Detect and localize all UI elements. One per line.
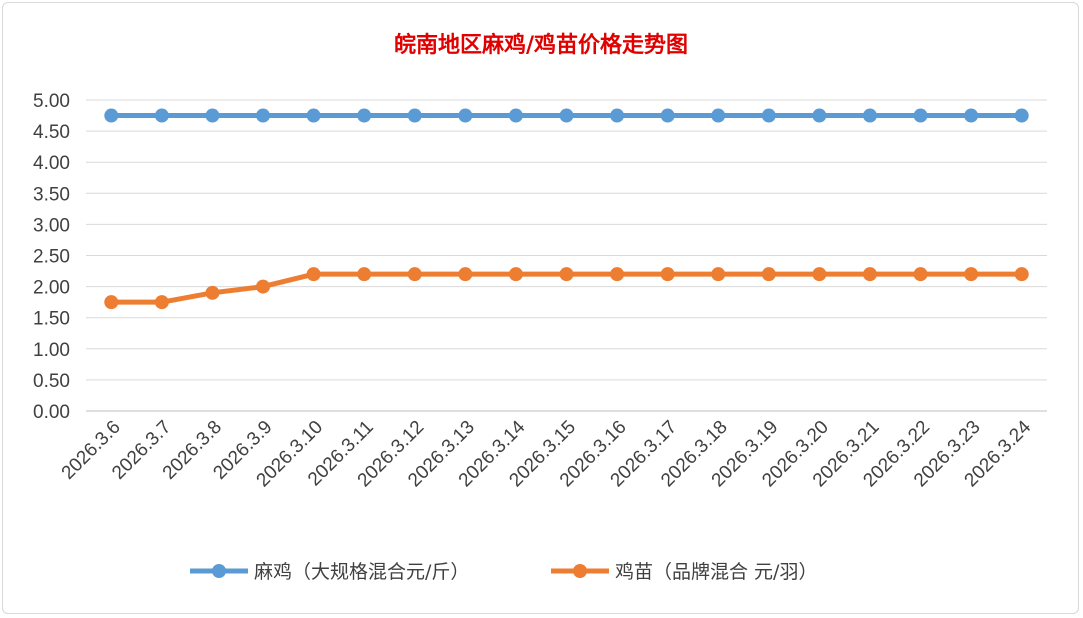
data-point bbox=[205, 108, 220, 123]
data-point bbox=[559, 108, 574, 123]
y-tick-label: 4.50 bbox=[33, 122, 70, 143]
data-point bbox=[357, 108, 372, 123]
data-point bbox=[812, 108, 827, 123]
data-point bbox=[610, 108, 625, 123]
data-point bbox=[154, 295, 169, 310]
series-group bbox=[104, 108, 1029, 310]
data-point bbox=[256, 279, 271, 294]
gridlines bbox=[86, 99, 1047, 412]
data-point bbox=[104, 108, 119, 123]
y-tick-label: 3.50 bbox=[33, 184, 70, 205]
y-tick-label: 2.50 bbox=[33, 247, 70, 268]
data-point bbox=[610, 267, 625, 282]
data-point bbox=[862, 108, 877, 123]
y-tick-label: 3.00 bbox=[33, 215, 70, 236]
legend-marker bbox=[573, 564, 587, 578]
legend[interactable]: 麻鸡（大规格混合元/斤） 鸡苗（品牌混合 元/羽） bbox=[190, 561, 817, 583]
legend-item-1[interactable]: 麻鸡（大规格混合元/斤） bbox=[190, 561, 469, 583]
data-point bbox=[1014, 108, 1029, 123]
chart-title: 皖南地区麻鸡/鸡苗价格走势图 bbox=[394, 32, 688, 58]
series-1 bbox=[104, 108, 1029, 123]
data-point bbox=[761, 267, 776, 282]
y-tick-label: 4.00 bbox=[33, 153, 70, 174]
data-point bbox=[913, 267, 928, 282]
data-point bbox=[458, 108, 473, 123]
legend-item-2[interactable]: 鸡苗（品牌混合 元/羽） bbox=[551, 561, 817, 583]
y-tick-label: 0.00 bbox=[33, 402, 70, 423]
y-tick-label: 1.50 bbox=[33, 309, 70, 330]
data-point bbox=[306, 108, 321, 123]
data-point bbox=[458, 267, 473, 282]
data-point bbox=[1014, 267, 1029, 282]
data-point bbox=[508, 267, 523, 282]
data-point bbox=[660, 108, 675, 123]
data-point bbox=[913, 108, 928, 123]
data-point bbox=[711, 108, 726, 123]
series-2 bbox=[104, 267, 1029, 310]
data-point bbox=[104, 295, 119, 310]
y-axis-ticks: 0.00 0.50 1.00 1.50 2.00 2.50 3.00 3.50 4.00 4.50… bbox=[33, 91, 70, 423]
data-point bbox=[964, 108, 979, 123]
legend-marker bbox=[212, 564, 226, 578]
data-point bbox=[660, 267, 675, 282]
y-tick-label: 0.50 bbox=[33, 371, 70, 392]
data-point bbox=[407, 267, 422, 282]
data-point bbox=[205, 285, 220, 300]
data-point bbox=[256, 108, 271, 123]
y-tick-label: 5.00 bbox=[33, 91, 70, 112]
data-point bbox=[711, 267, 726, 282]
data-point bbox=[761, 108, 776, 123]
legend-label: 麻鸡（大规格混合元/斤） bbox=[254, 561, 469, 583]
data-point bbox=[407, 108, 422, 123]
data-point bbox=[559, 267, 574, 282]
y-tick-label: 2.00 bbox=[33, 278, 70, 299]
data-point bbox=[812, 267, 827, 282]
data-point bbox=[154, 108, 169, 123]
data-point bbox=[862, 267, 877, 282]
legend-label: 鸡苗（品牌混合 元/羽） bbox=[615, 561, 817, 583]
data-point bbox=[357, 267, 372, 282]
x-axis-ticks: 2026.3.62026.3.72026.3.82026.3.92026.3.1… bbox=[58, 416, 1036, 491]
y-tick-label: 1.00 bbox=[33, 340, 70, 361]
data-point bbox=[306, 267, 321, 282]
data-point bbox=[964, 267, 979, 282]
data-point bbox=[508, 108, 523, 123]
